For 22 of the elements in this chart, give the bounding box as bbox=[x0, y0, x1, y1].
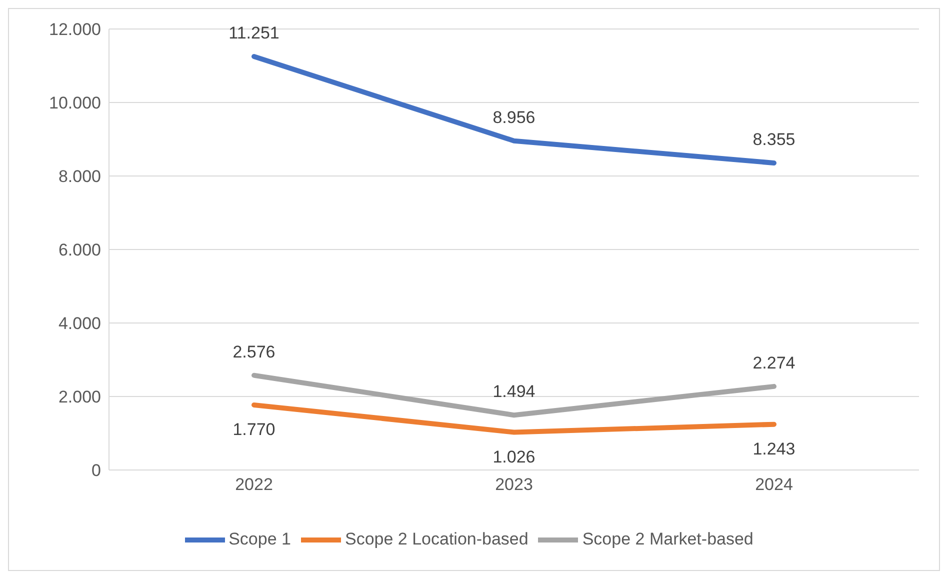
data-label: 1.770 bbox=[232, 420, 276, 440]
data-label: 1.494 bbox=[492, 382, 536, 402]
y-tick-label: 4.000 bbox=[58, 314, 101, 334]
y-tick-label: 2.000 bbox=[58, 388, 101, 407]
y-tick-label: 6.000 bbox=[58, 240, 101, 260]
y-tick-label: 10.000 bbox=[49, 94, 101, 113]
y-tick-label: 12.000 bbox=[49, 20, 101, 40]
data-label: 8.355 bbox=[752, 130, 796, 149]
data-label: 2.274 bbox=[752, 353, 796, 372]
x-tick-label: 2024 bbox=[755, 475, 793, 494]
data-label: 1.243 bbox=[752, 439, 796, 458]
legend-label: Scope 1 bbox=[228, 529, 291, 548]
data-label: 2.576 bbox=[232, 342, 276, 362]
x-tick-label: 2023 bbox=[495, 475, 533, 494]
legend-label: Scope 2 Location-based bbox=[344, 529, 528, 548]
data-label: 1.026 bbox=[492, 447, 536, 466]
data-label: 8.956 bbox=[492, 108, 536, 127]
x-tick-label: 2022 bbox=[235, 475, 273, 494]
legend-label: Scope 2 Market-based bbox=[582, 529, 754, 548]
y-tick-label: 0 bbox=[92, 461, 101, 480]
data-label: 11.251 bbox=[228, 24, 280, 43]
y-tick-label: 8.000 bbox=[58, 167, 101, 186]
